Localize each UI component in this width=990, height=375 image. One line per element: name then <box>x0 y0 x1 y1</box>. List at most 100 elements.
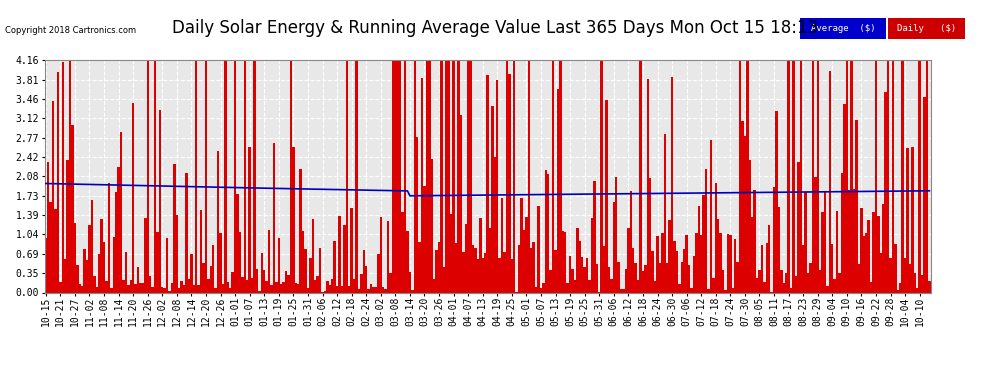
Bar <box>312 219 314 292</box>
Bar <box>130 280 132 292</box>
Bar <box>554 250 556 292</box>
Bar <box>571 269 574 292</box>
Bar <box>401 212 404 292</box>
Bar <box>551 60 554 292</box>
Bar <box>909 264 911 292</box>
Bar <box>183 285 185 292</box>
Bar <box>200 210 202 292</box>
Bar <box>656 236 658 292</box>
Bar <box>195 60 197 292</box>
Bar <box>668 220 671 292</box>
Bar <box>737 262 739 292</box>
Bar <box>739 60 742 292</box>
Bar <box>727 234 729 292</box>
Bar <box>329 285 331 292</box>
Bar <box>637 280 640 292</box>
Bar <box>50 202 51 292</box>
Bar <box>220 233 222 292</box>
Bar <box>307 288 309 292</box>
Bar <box>601 60 603 292</box>
Bar <box>620 289 623 292</box>
Bar <box>875 60 877 292</box>
Bar <box>646 79 649 292</box>
Bar <box>892 60 894 292</box>
Bar <box>443 267 446 292</box>
Bar <box>564 232 566 292</box>
Bar <box>93 276 95 292</box>
Bar <box>561 231 564 292</box>
Bar <box>663 134 666 292</box>
Bar <box>132 103 135 292</box>
Bar <box>623 289 625 292</box>
Bar <box>452 60 454 292</box>
Bar <box>775 111 778 292</box>
Bar <box>175 215 178 292</box>
Bar <box>763 282 765 292</box>
Bar <box>414 60 416 292</box>
Bar <box>501 198 503 292</box>
Bar <box>685 235 688 292</box>
Bar <box>521 198 523 292</box>
Bar <box>666 263 668 292</box>
Bar <box>135 284 137 292</box>
Bar <box>326 281 329 292</box>
Bar <box>538 206 540 292</box>
Bar <box>496 80 499 292</box>
Bar <box>108 183 110 292</box>
Bar <box>574 280 576 292</box>
Bar <box>161 287 163 292</box>
Bar <box>265 281 268 292</box>
Bar <box>344 225 346 292</box>
Bar <box>889 258 892 292</box>
Bar <box>173 164 175 292</box>
Bar <box>253 60 255 292</box>
Bar <box>98 254 100 292</box>
Bar <box>603 246 605 292</box>
Bar <box>705 169 707 292</box>
Bar <box>263 270 265 292</box>
Bar <box>382 287 384 292</box>
Bar <box>683 249 685 292</box>
Bar <box>576 228 578 292</box>
Bar <box>357 289 360 292</box>
Bar <box>446 60 447 292</box>
Bar <box>855 120 857 292</box>
Bar <box>120 132 122 292</box>
Bar <box>836 211 839 292</box>
Bar <box>715 183 717 292</box>
Bar <box>751 217 753 292</box>
Bar <box>610 279 613 292</box>
Bar <box>700 235 703 292</box>
Bar <box>215 288 217 292</box>
Bar <box>210 266 212 292</box>
Bar <box>142 283 145 292</box>
Bar <box>277 238 280 292</box>
Bar <box>807 273 809 292</box>
Bar <box>54 209 56 292</box>
Bar <box>698 207 700 292</box>
Bar <box>773 187 775 292</box>
Bar <box>593 181 596 292</box>
Bar <box>707 290 710 292</box>
Bar <box>882 204 884 292</box>
Bar <box>350 208 352 292</box>
Bar <box>168 291 171 292</box>
Bar <box>588 280 591 292</box>
Bar <box>71 125 73 292</box>
Bar <box>596 264 598 292</box>
Bar <box>839 273 841 292</box>
Bar <box>457 60 459 292</box>
Bar <box>348 286 350 292</box>
Bar <box>765 243 768 292</box>
Bar <box>163 288 166 292</box>
Bar <box>374 287 377 292</box>
Bar <box>224 60 227 292</box>
Bar <box>722 270 725 292</box>
Bar <box>250 278 253 292</box>
Bar <box>559 60 561 292</box>
Bar <box>426 60 428 292</box>
Bar <box>234 60 237 292</box>
Bar <box>156 232 158 292</box>
Bar <box>790 288 792 292</box>
Bar <box>151 287 153 292</box>
